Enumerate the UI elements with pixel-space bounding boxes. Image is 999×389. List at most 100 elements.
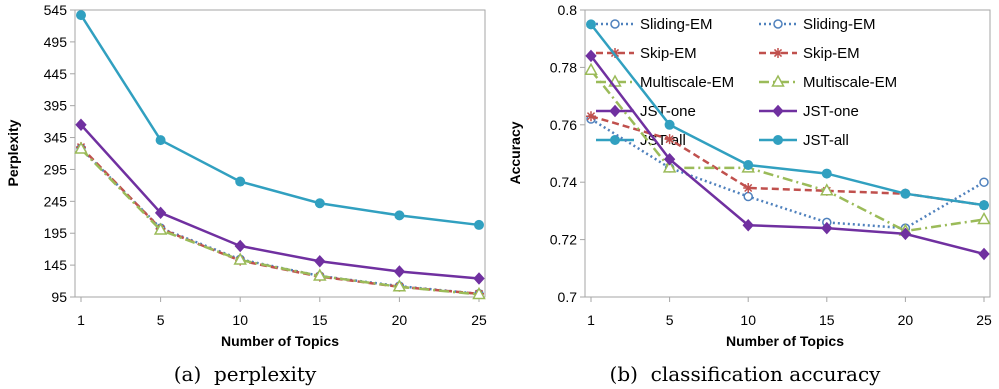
series-skip-em: [76, 142, 484, 299]
y-tick-label: 345: [44, 130, 68, 146]
y-tick-label: 0.72: [550, 232, 577, 248]
caption-b: (b) classification accuracy: [610, 362, 882, 386]
series-line-jst-all: [590, 23, 985, 207]
legend-marker: [610, 19, 620, 29]
x-tick-label: 5: [666, 312, 674, 328]
series-multiscale-em: [74, 141, 486, 300]
series-line-jst-one: [80, 123, 480, 280]
caption-a: (a) perplexity: [174, 362, 317, 386]
series-jst-all: [586, 19, 989, 211]
series-jst-all: [76, 10, 484, 230]
data-point-sliding-em: [743, 191, 753, 202]
data-point-jst-one: [234, 239, 246, 253]
legend-label: Multiscale-EM: [640, 74, 734, 91]
data-point-multiscale-em: [977, 211, 991, 225]
y-tick-label: 545: [44, 2, 68, 18]
data-point-multiscale-em: [584, 62, 598, 76]
legend: Sliding-EM Skip-EM Multiscale-EM JST-one JST…: [759, 16, 897, 149]
data-point-multiscale-em: [313, 268, 327, 281]
legend-marker: [772, 104, 784, 118]
x-tick-label: 15: [819, 312, 835, 328]
data-point-jst-all: [76, 10, 86, 21]
series-jst-one: [585, 49, 990, 261]
legend-item-sliding-em: Sliding-EM: [759, 16, 876, 33]
data-point-skip-em: [586, 111, 596, 122]
legend-item-sliding-em: Sliding-EM: [596, 16, 713, 33]
legend-label: JST-one: [803, 103, 859, 120]
data-point-multiscale-em: [662, 160, 677, 173]
data-point-jst-one: [899, 227, 912, 241]
legend-item-multiscale-em: Multiscale-EM: [759, 74, 897, 91]
legend-marker: [773, 135, 783, 145]
chart-accuracy: 0.70.720.740.760.780.81 5 10 15 20 25 Sliding…: [507, 2, 992, 386]
y-axis-label: Accuracy: [507, 121, 523, 184]
data-point-sliding-em: [979, 177, 989, 187]
legend-item-skip-em: Skip-EM: [759, 45, 860, 62]
legend-label: Skip-EM: [803, 45, 860, 62]
legend-label: JST-all: [803, 132, 849, 149]
legend-marker: [610, 135, 620, 145]
y-axis-label: Perplexity: [5, 119, 21, 186]
legend-label: Sliding-EM: [640, 16, 713, 33]
data-point-multiscale-em: [153, 222, 168, 235]
legend-label: Sliding-EM: [803, 16, 876, 33]
series-skip-em: [586, 111, 989, 211]
legend-item-jst-one: JST-one: [759, 103, 859, 120]
series-line-multiscale-em: [590, 69, 985, 233]
data-point-skip-em: [664, 134, 675, 145]
y-tick-label: 95: [51, 289, 67, 305]
y-tick-label: 295: [44, 161, 68, 177]
x-tick-label: 5: [157, 312, 165, 328]
y-tick-label: 0.8: [558, 2, 578, 18]
legend-marker: [609, 104, 621, 118]
data-point-jst-all: [900, 188, 911, 199]
data-point-jst-one: [742, 219, 754, 232]
x-tick-label: 20: [392, 312, 408, 328]
series-jst-one: [75, 118, 485, 285]
data-point-jst-one: [75, 118, 87, 132]
data-point-jst-all: [155, 135, 166, 146]
data-point-skip-em: [743, 182, 754, 193]
data-point-jst-all: [743, 159, 754, 170]
data-point-jst-one: [663, 152, 676, 166]
series-line-skip-em: [80, 146, 480, 296]
legend-marker: [773, 48, 783, 58]
data-point-jst-one: [314, 255, 326, 268]
legend-item-jst-one: JST-one: [596, 103, 696, 120]
data-point-jst-all: [664, 119, 675, 130]
y-tick-label: 0.7: [558, 289, 578, 305]
data-point-multiscale-em: [392, 279, 407, 292]
series-line-multiscale-em: [80, 148, 480, 296]
y-tick-label: 145: [44, 257, 68, 273]
series-line-skip-em: [590, 114, 985, 207]
x-axis-label: Number of Topics: [221, 333, 339, 349]
data-point-jst-one: [585, 49, 597, 63]
legend-label: Skip-EM: [640, 45, 697, 62]
data-point-jst-all: [979, 200, 989, 211]
x-tick-label: 25: [471, 312, 487, 328]
legend-marker: [773, 19, 783, 29]
data-point-jst-one: [978, 247, 990, 261]
x-tick-label: 15: [312, 312, 328, 328]
y-tick-label: 245: [44, 193, 68, 209]
data-point-jst-all: [394, 210, 405, 221]
data-point-jst-one: [473, 272, 485, 285]
x-tick-label: 20: [898, 312, 914, 328]
data-point-jst-one: [154, 206, 167, 220]
y-tick-label: 495: [44, 34, 68, 50]
y-tick-label: 0.74: [550, 174, 577, 190]
y-tick-label: 0.76: [550, 117, 577, 133]
data-point-jst-all: [821, 168, 832, 179]
legend-label: Multiscale-EM: [803, 74, 897, 91]
y-tick-label: 395: [44, 98, 68, 114]
y-tick-label: 0.78: [550, 59, 577, 75]
data-point-multiscale-em: [472, 286, 486, 300]
data-point-jst-all: [314, 198, 325, 209]
data-point-jst-all: [586, 19, 596, 30]
data-point-multiscale-em: [233, 252, 247, 265]
data-point-multiscale-em: [820, 183, 834, 196]
data-point-multiscale-em: [74, 141, 88, 154]
legend: Sliding-EM Skip-EM Multiscale-EM JST-one JST…: [596, 16, 734, 149]
